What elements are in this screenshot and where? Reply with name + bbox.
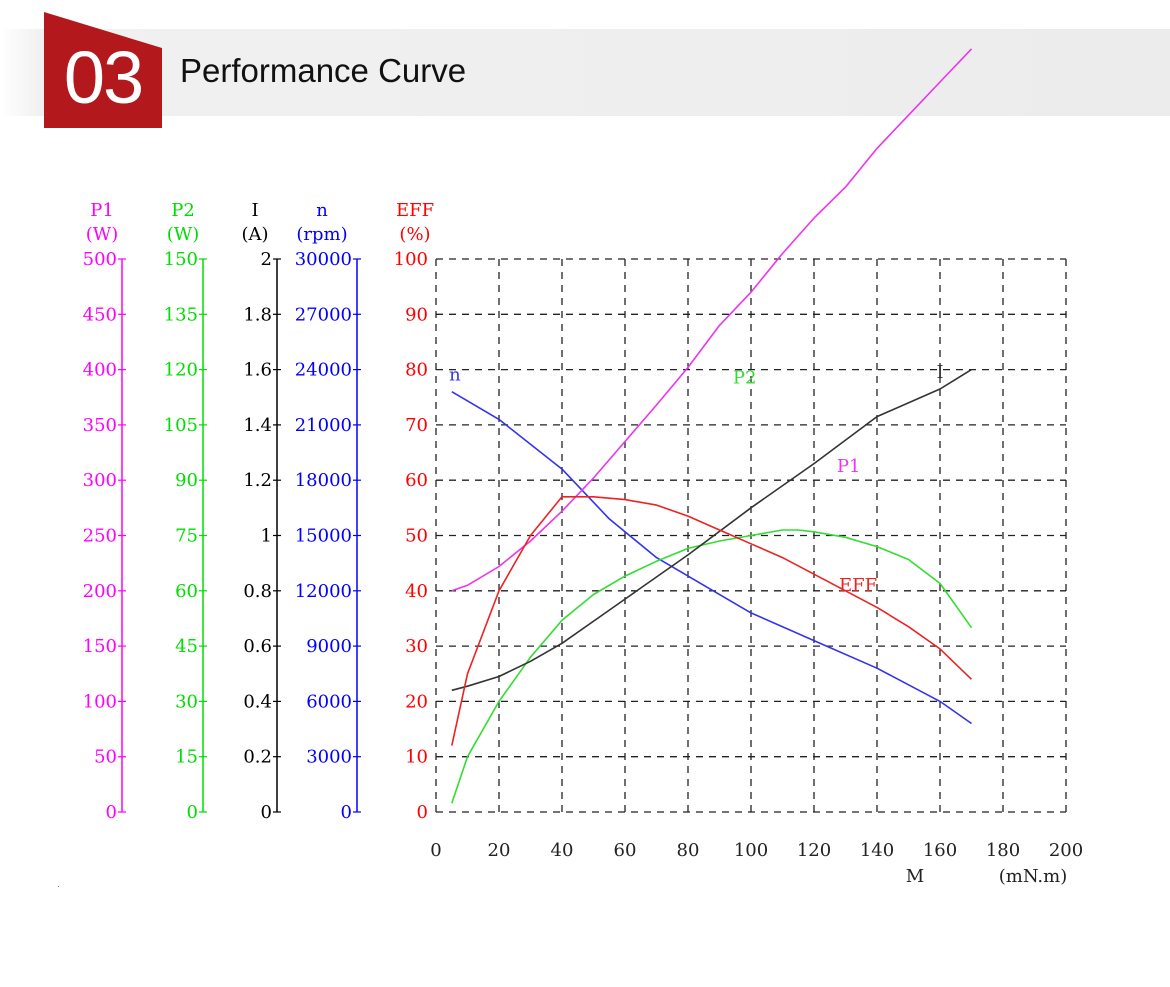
y-tick-label-p2: 30 bbox=[175, 691, 198, 712]
y-axis-label-i: I bbox=[251, 200, 258, 221]
y-tick-label-p1: 450 bbox=[83, 304, 117, 325]
y-tick-label-i: 1 bbox=[261, 526, 272, 547]
y-tick-label-i: 0 bbox=[261, 802, 272, 823]
y-axis-label-p2: P2 bbox=[171, 200, 195, 221]
y-tick-label-p1: 200 bbox=[83, 581, 117, 602]
y-axis-unit-i: (A) bbox=[241, 224, 268, 245]
y-tick-label-p1: 250 bbox=[83, 526, 117, 547]
y-tick-label-n: 0 bbox=[341, 802, 352, 823]
x-tick-label: 200 bbox=[1049, 840, 1083, 861]
curve-label-i: I bbox=[936, 362, 943, 383]
y-tick-label-eff: 60 bbox=[405, 470, 428, 491]
y-tick-label-n: 12000 bbox=[295, 581, 352, 602]
x-tick-label: 40 bbox=[551, 840, 574, 861]
y-tick-label-i: 1.4 bbox=[243, 415, 272, 436]
curve-label-p1: P1 bbox=[837, 456, 861, 477]
y-tick-label-eff: 40 bbox=[405, 581, 428, 602]
section-number: 03 bbox=[63, 36, 144, 119]
section-badge bbox=[44, 12, 162, 128]
y-tick-label-i: 1.2 bbox=[243, 470, 272, 491]
x-tick-label: 60 bbox=[614, 840, 637, 861]
y-tick-label-p1: 500 bbox=[83, 249, 117, 270]
y-tick-label-eff: 100 bbox=[394, 249, 428, 270]
y-tick-label-eff: 0 bbox=[417, 802, 428, 823]
curve-label-eff: EFF bbox=[839, 575, 877, 596]
y-tick-label-i: 0.6 bbox=[243, 636, 272, 657]
x-tick-label: 160 bbox=[923, 840, 957, 861]
y-tick-label-p1: 400 bbox=[83, 360, 117, 381]
series-line-p1 bbox=[451, 48, 973, 592]
y-tick-label-i: 0.8 bbox=[243, 581, 272, 602]
y-tick-label-n: 24000 bbox=[295, 360, 352, 381]
series-line-p2 bbox=[451, 529, 973, 804]
y-axis-label-n: n bbox=[316, 200, 328, 221]
x-tick-label: 80 bbox=[677, 840, 700, 861]
y-tick-label-p1: 100 bbox=[83, 691, 117, 712]
y-axis-unit-p2: (W) bbox=[167, 224, 200, 245]
y-tick-label-p2: 0 bbox=[187, 802, 198, 823]
y-tick-label-eff: 50 bbox=[405, 526, 428, 547]
y-tick-label-p1: 350 bbox=[83, 415, 117, 436]
series-line-n bbox=[451, 391, 972, 725]
y-tick-label-p1: 150 bbox=[83, 636, 117, 657]
page-title: Performance Curve bbox=[180, 52, 467, 89]
y-tick-label-p1: 300 bbox=[83, 470, 117, 491]
y-tick-label-eff: 20 bbox=[405, 691, 428, 712]
y-tick-label-n: 15000 bbox=[295, 526, 352, 547]
y-tick-label-i: 1.6 bbox=[243, 360, 272, 381]
y-tick-label-i: 0.2 bbox=[243, 747, 272, 768]
series-line-eff bbox=[451, 495, 973, 746]
y-tick-label-p2: 135 bbox=[164, 304, 198, 325]
x-tick-label: 140 bbox=[860, 840, 894, 861]
x-tick-label: 180 bbox=[986, 840, 1020, 861]
y-axis-unit-n: (rpm) bbox=[296, 224, 347, 245]
curve-label-n: n bbox=[449, 365, 461, 386]
y-tick-label-p2: 45 bbox=[175, 636, 198, 657]
y-tick-label-p2: 105 bbox=[164, 415, 198, 436]
y-tick-label-eff: 70 bbox=[405, 415, 428, 436]
y-tick-label-eff: 30 bbox=[405, 636, 428, 657]
y-tick-label-p2: 75 bbox=[175, 526, 198, 547]
y-tick-label-n: 27000 bbox=[295, 304, 352, 325]
x-tick-label: 20 bbox=[488, 840, 511, 861]
y-axis-unit-eff: (%) bbox=[399, 224, 430, 245]
x-axis-label: M bbox=[906, 866, 924, 887]
y-tick-label-p2: 60 bbox=[175, 581, 198, 602]
y-axis-label-eff: EFF bbox=[396, 200, 434, 221]
series-line-i bbox=[451, 368, 972, 692]
y-tick-label-p2: 15 bbox=[175, 747, 198, 768]
y-tick-label-i: 2 bbox=[261, 249, 272, 270]
y-tick-label-n: 3000 bbox=[306, 747, 352, 768]
stray-dot bbox=[58, 886, 59, 887]
y-tick-label-i: 1.8 bbox=[243, 304, 272, 325]
y-axis-label-p1: P1 bbox=[90, 200, 114, 221]
x-tick-label: 0 bbox=[430, 840, 441, 861]
y-tick-label-eff: 80 bbox=[405, 360, 428, 381]
y-tick-label-eff: 10 bbox=[405, 747, 428, 768]
y-tick-label-n: 30000 bbox=[295, 249, 352, 270]
y-tick-label-n: 18000 bbox=[295, 470, 352, 491]
curve-label-p2: P2 bbox=[733, 367, 757, 388]
y-tick-label-n: 21000 bbox=[295, 415, 352, 436]
y-tick-label-p2: 150 bbox=[164, 249, 198, 270]
header-band bbox=[0, 29, 1170, 116]
y-tick-label-n: 9000 bbox=[306, 636, 352, 657]
y-tick-label-i: 0.4 bbox=[243, 691, 272, 712]
x-tick-label: 100 bbox=[734, 840, 768, 861]
y-tick-label-p1: 0 bbox=[106, 802, 117, 823]
x-tick-label: 120 bbox=[797, 840, 831, 861]
y-tick-label-n: 6000 bbox=[306, 691, 352, 712]
y-tick-label-p1: 50 bbox=[94, 747, 117, 768]
y-tick-label-p2: 120 bbox=[164, 360, 198, 381]
y-tick-label-eff: 90 bbox=[405, 304, 428, 325]
y-axis-unit-p1: (W) bbox=[86, 224, 119, 245]
x-axis-unit: (mN.m) bbox=[999, 866, 1068, 887]
y-tick-label-p2: 90 bbox=[175, 470, 198, 491]
